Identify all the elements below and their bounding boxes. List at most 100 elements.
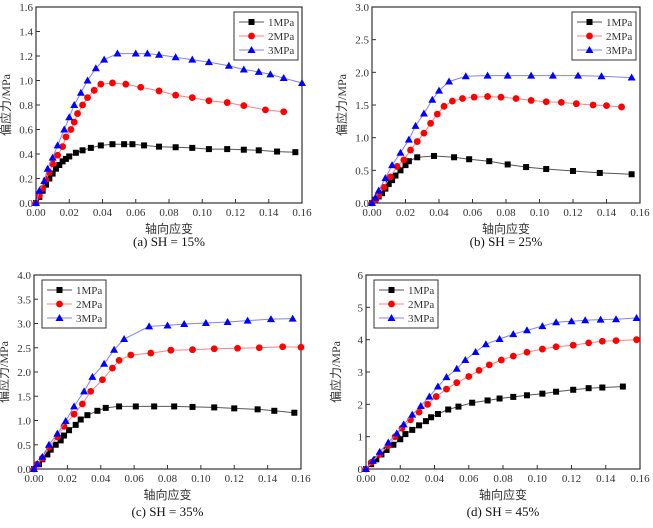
x-tick-label: 0.12 <box>226 207 245 219</box>
legend-label: 3MPa <box>268 45 294 57</box>
subplot-caption: (b) SH = 25% <box>470 234 543 249</box>
data-point <box>60 125 69 133</box>
x-tick-label: 0.12 <box>562 473 581 485</box>
data-point <box>567 317 576 325</box>
x-tick-label: 0.00 <box>24 473 44 485</box>
legend-marker-square-icon <box>586 19 593 25</box>
data-point <box>70 101 79 108</box>
data-point <box>205 146 212 153</box>
data-point <box>266 70 275 78</box>
data-point <box>262 106 269 114</box>
data-point <box>455 403 462 410</box>
y-tick-label: 0.4 <box>19 149 33 161</box>
data-point <box>33 460 42 468</box>
data-point <box>428 95 437 103</box>
data-point <box>163 321 172 329</box>
data-point <box>45 440 54 448</box>
y-tick-label: 2.5 <box>17 343 31 355</box>
data-point <box>291 409 298 416</box>
y-axis-title: 偏应力/MPa <box>328 340 343 403</box>
data-point <box>539 390 546 397</box>
data-point <box>66 153 73 160</box>
y-axis-title: 偏应力/MPa <box>334 73 349 136</box>
legend: 1MPa 2MPa 3MPa <box>233 11 299 61</box>
data-point <box>470 93 478 101</box>
data-point <box>509 352 517 360</box>
data-point <box>87 144 94 151</box>
subplot-caption: (c) SH = 35% <box>132 504 204 519</box>
data-point <box>371 193 380 201</box>
x-tick-label: 0.02 <box>58 473 77 485</box>
data-point <box>589 101 597 109</box>
data-point <box>155 87 163 95</box>
data-point <box>61 432 68 439</box>
data-point <box>603 102 610 110</box>
data-point <box>485 361 493 369</box>
data-point <box>53 141 62 149</box>
data-point <box>389 177 396 184</box>
x-tick-label: 0.10 <box>191 473 211 485</box>
x-axis-title: 轴向应变 <box>482 221 530 236</box>
data-point <box>110 345 119 353</box>
y-tick-label: 5 <box>358 302 364 314</box>
data-point <box>151 403 158 410</box>
y-tick-label: 1 <box>358 432 364 444</box>
data-point <box>510 393 517 400</box>
data-point <box>70 410 78 418</box>
data-point <box>90 86 98 94</box>
data-point <box>243 316 252 324</box>
x-tick-label: 0.16 <box>291 473 311 485</box>
x-tick-label: 0.04 <box>91 473 111 485</box>
data-point <box>70 402 79 410</box>
data-point <box>44 451 51 458</box>
data-point <box>433 110 441 118</box>
data-point <box>368 199 376 206</box>
data-point <box>62 133 70 141</box>
data-point <box>100 359 109 367</box>
data-point <box>598 337 606 345</box>
y-tick-label: 1.5 <box>17 391 31 403</box>
data-point <box>156 143 163 150</box>
y-tick-label: 4.0 <box>17 270 31 282</box>
data-point <box>172 144 179 151</box>
data-point <box>113 49 122 57</box>
data-point <box>72 421 79 428</box>
data-point <box>48 153 57 161</box>
y-tick-label: 3.0 <box>17 319 31 331</box>
x-tick-label: 0.04 <box>425 473 445 485</box>
data-point <box>484 397 491 404</box>
data-point <box>66 427 73 434</box>
data-point <box>612 337 620 345</box>
data-point <box>597 72 606 80</box>
series-1MPa <box>369 152 635 206</box>
data-point <box>211 404 218 411</box>
data-point <box>49 170 56 177</box>
data-point <box>548 71 557 79</box>
data-point <box>171 53 180 61</box>
x-tick-label: 0.06 <box>126 207 146 219</box>
data-point <box>129 141 136 148</box>
data-point <box>570 386 577 393</box>
data-point <box>452 364 461 372</box>
data-point <box>618 103 625 111</box>
x-tick-label: 0.08 <box>493 473 513 485</box>
legend-marker-square-icon <box>388 287 395 293</box>
data-point <box>599 384 606 391</box>
data-point <box>59 158 66 165</box>
data-point <box>404 135 413 143</box>
data-point <box>496 395 503 402</box>
data-point <box>279 74 288 82</box>
data-point <box>503 71 512 79</box>
data-point <box>632 314 641 322</box>
data-point <box>297 343 305 351</box>
data-point <box>453 379 461 387</box>
data-point <box>373 456 380 463</box>
legend-label: 1MPa <box>76 285 102 297</box>
x-tick-label: 0.06 <box>459 473 479 485</box>
x-tick-label: 0.00 <box>362 207 382 219</box>
y-tick-label: 1.4 <box>19 27 33 39</box>
x-tick-label: 0.14 <box>596 473 616 485</box>
y-tick-label: 6 <box>358 270 364 282</box>
data-point <box>255 147 262 154</box>
data-point <box>543 166 550 173</box>
